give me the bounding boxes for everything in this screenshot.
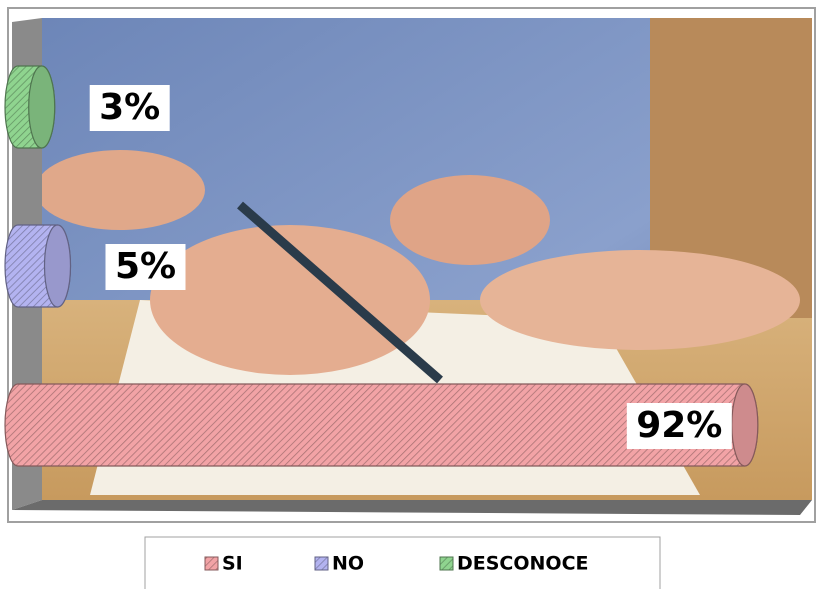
legend-label: SI [222,553,243,575]
data-label: 5% [115,246,176,287]
data-label-box [105,244,186,290]
bar-cap [43,224,72,308]
bar-cap [731,383,759,467]
legend-box [144,536,661,593]
legend-label: NO [332,553,364,575]
legend-swatch [314,556,329,571]
data-label-box [89,85,170,131]
legend-swatch [204,556,219,571]
legend-label: DESCONOCE [457,553,589,575]
bar-cap [28,65,56,149]
data-label: 92% [636,405,722,446]
legend-swatch [439,556,454,571]
data-label: 3% [99,87,160,128]
data-label-box [626,403,732,449]
